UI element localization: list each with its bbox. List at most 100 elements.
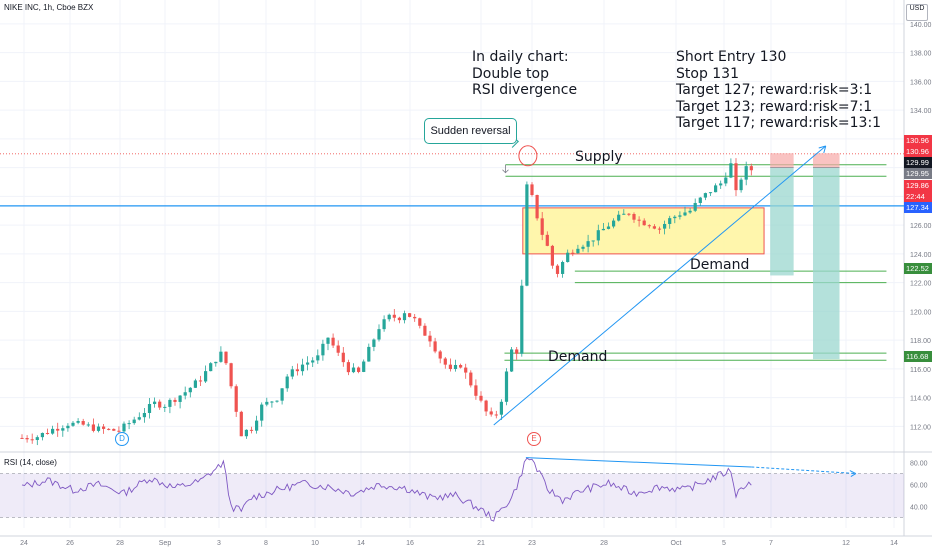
price-tag: 122.52: [904, 263, 932, 274]
sudden-reversal-callout[interactable]: Sudden reversal: [424, 118, 517, 144]
candle-body: [596, 230, 600, 241]
candle-body: [448, 364, 452, 370]
candle-body: [683, 212, 687, 216]
candle-body: [459, 364, 463, 368]
trade-plan-line: Target 123; reward:risk=7:1: [676, 98, 873, 115]
candle-body: [204, 371, 208, 382]
candle-body: [81, 421, 85, 425]
short-position-target-zone: [770, 167, 794, 276]
candle-body: [239, 411, 243, 437]
supply-label: Supply: [575, 149, 623, 165]
candle-body: [188, 387, 192, 393]
candle-body: [627, 213, 631, 215]
earnings-event-marker[interactable]: E: [527, 432, 541, 446]
candle-body: [382, 319, 386, 330]
price-tag: 129.99: [904, 157, 932, 168]
candle-body: [173, 399, 177, 402]
candle-body: [300, 364, 305, 372]
price-tag: 22:44: [904, 191, 932, 202]
time-axis-label: 16: [406, 540, 414, 547]
time-axis-label: 7: [769, 540, 773, 547]
candle-body: [229, 363, 233, 387]
candle-body: [443, 358, 447, 365]
candle-body: [550, 245, 554, 266]
candle-body: [51, 428, 55, 434]
candle-body: [285, 376, 289, 389]
time-axis-label: 26: [66, 540, 74, 547]
time-axis-label: 8: [264, 540, 268, 547]
candle-body: [678, 215, 682, 217]
time-axis-label: 23: [528, 540, 536, 547]
time-axis-label: 12: [842, 540, 850, 547]
candle-body: [341, 352, 345, 363]
rsi-title: RSI (14, close): [4, 458, 57, 467]
candle-body: [168, 399, 172, 407]
candle-body: [362, 361, 366, 372]
time-axis-label: 21: [477, 540, 485, 547]
candle-body: [198, 380, 203, 382]
candle-body: [479, 395, 483, 401]
candle-body: [275, 400, 279, 402]
time-axis-label: Sep: [159, 540, 172, 547]
rsi-divergence-line: [525, 457, 752, 468]
short-position-stop-zone: [770, 153, 794, 168]
analysis-note-line: In daily chart:: [472, 49, 569, 65]
candle-body: [224, 351, 228, 364]
short-position-target-zone: [813, 167, 840, 360]
candle-body: [357, 367, 361, 372]
candle-body: [153, 401, 157, 405]
supply-arrow: [502, 164, 509, 174]
candle-body: [372, 339, 376, 347]
candle-body: [469, 372, 473, 386]
time-axis-label: 24: [20, 540, 28, 547]
candle-body: [25, 438, 29, 440]
candle-body: [178, 395, 182, 402]
candle-body: [744, 166, 748, 180]
currency-button[interactable]: USD: [906, 4, 928, 21]
candle-body: [438, 351, 442, 359]
price-axis-label: 120.00: [910, 309, 932, 316]
candle-body: [56, 428, 60, 431]
candle-body: [561, 262, 565, 274]
candle-body: [306, 362, 310, 365]
trade-plan-line: Target 127; reward:risk=3:1: [676, 82, 873, 98]
candle-body: [428, 335, 432, 342]
analysis-note: In daily chart: Double top RSI divergenc…: [472, 49, 577, 99]
candle-body: [117, 430, 121, 432]
price-axis-label: 136.00: [910, 79, 932, 86]
short-position-stop-zone: [813, 153, 840, 168]
candle-body: [265, 401, 269, 405]
candle-body: [270, 401, 274, 403]
candle-body: [163, 406, 167, 408]
candle-body: [402, 313, 407, 321]
candle-body: [703, 193, 707, 198]
trendline: [493, 145, 827, 426]
candle-body: [489, 411, 493, 415]
time-axis-label: 5: [722, 540, 726, 547]
candle-body: [453, 364, 458, 370]
rsi-line: [21, 457, 752, 522]
candle-body: [652, 226, 656, 229]
candle-body: [30, 439, 34, 441]
candle-body: [668, 218, 672, 224]
rsi-projection-arrowhead: [849, 470, 857, 477]
candle-body: [387, 314, 391, 320]
candle-body: [214, 361, 218, 364]
rsi-projection-arrow: [751, 466, 856, 475]
candle-body: [193, 380, 197, 388]
price-tag: 130.96: [904, 135, 932, 146]
candle-body: [102, 426, 106, 429]
candle-body: [530, 184, 534, 196]
time-axis-label: 14: [890, 540, 898, 547]
dividend-event-marker[interactable]: D: [115, 432, 129, 446]
candle-body: [504, 371, 509, 402]
candle-body: [510, 349, 514, 372]
candle-body: [132, 419, 136, 424]
candle-body: [147, 404, 152, 413]
price-axis-label: 138.00: [910, 51, 932, 58]
candle-body: [76, 421, 80, 423]
analysis-note-line: Double top: [472, 65, 549, 82]
price-axis-label: 122.00: [910, 281, 932, 288]
candle-body: [35, 437, 39, 441]
